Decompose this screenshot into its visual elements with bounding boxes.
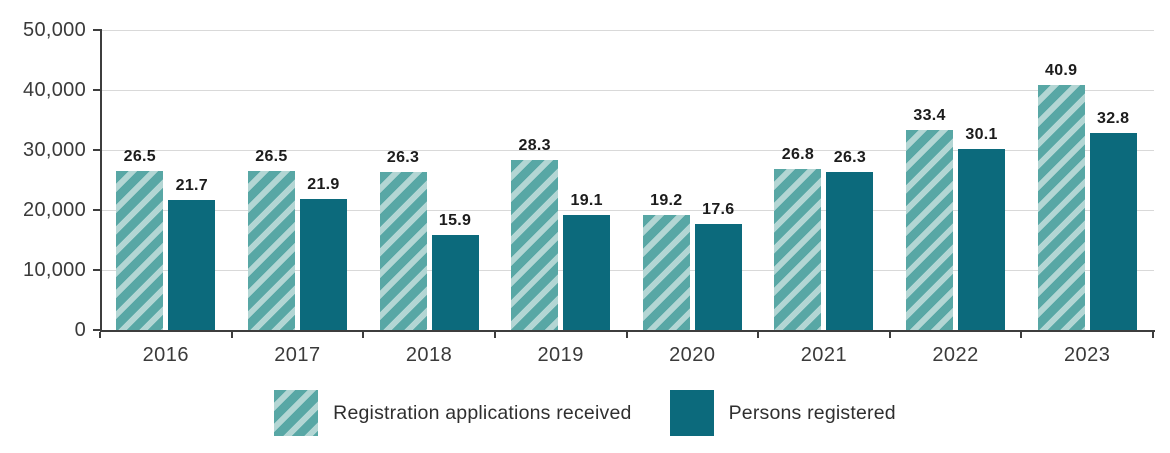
x-axis-tick xyxy=(625,332,628,338)
bar-value-label: 15.9 xyxy=(438,211,472,229)
bar-value-label: 26.3 xyxy=(386,149,420,167)
bar-registered-2020 xyxy=(694,224,742,330)
x-axis-category-label: 2022 xyxy=(932,344,979,366)
x-axis-category-label: 2018 xyxy=(405,344,453,366)
x-axis-tick xyxy=(362,332,365,338)
bar-value-label: 19.1 xyxy=(570,192,603,210)
x-axis-line xyxy=(100,330,1155,332)
legend-item-registration-applications-received: Registration applications received xyxy=(274,390,631,436)
y-axis-tick xyxy=(93,149,100,151)
y-axis-tick-label: 0 xyxy=(74,319,86,341)
bar-registered-2022 xyxy=(958,149,1006,330)
bar-applications-2016 xyxy=(116,171,164,330)
legend-swatch-hatched xyxy=(274,390,319,436)
y-axis-tick-label: 30,000 xyxy=(23,139,86,161)
x-axis-tick xyxy=(888,332,891,338)
bar-value-label: 30.1 xyxy=(965,126,998,144)
gridline xyxy=(100,209,1154,211)
bar-applications-2021 xyxy=(774,169,822,330)
bar-applications-2022 xyxy=(906,129,954,330)
y-axis-tick-label: 10,000 xyxy=(23,259,86,281)
gridline xyxy=(100,89,1154,91)
bar-registered-2023 xyxy=(1089,133,1137,330)
bar-registered-2021 xyxy=(826,172,874,330)
bar-registered-2017 xyxy=(299,198,347,330)
x-axis-tick xyxy=(99,332,101,338)
bar-registered-2019 xyxy=(563,215,611,330)
bar-value-label: 26.8 xyxy=(781,146,815,164)
bar-value-label: 26.5 xyxy=(255,148,288,165)
bar-value-label: 26.3 xyxy=(833,149,867,167)
gridline xyxy=(100,269,1154,271)
x-axis-tick xyxy=(757,332,760,338)
bar-value-label: 32.8 xyxy=(1097,110,1130,128)
x-axis-tick xyxy=(230,332,233,338)
bar-value-label: 28.3 xyxy=(518,137,551,155)
y-axis-tick-label: 20,000 xyxy=(23,199,86,221)
bar-applications-2017 xyxy=(247,171,295,330)
gridline xyxy=(100,149,1154,151)
bar-applications-2020 xyxy=(642,214,690,330)
legend-item-persons-registered: Persons registered xyxy=(669,390,896,436)
bar-value-label: 17.6 xyxy=(702,201,735,219)
y-axis-tick xyxy=(93,269,100,271)
bar-registered-2018 xyxy=(431,234,479,330)
bar-value-label: 26.5 xyxy=(123,148,156,165)
y-axis-line xyxy=(100,29,102,332)
y-axis-tick-label: 50,000 xyxy=(23,19,86,41)
bar-registered-2016 xyxy=(168,199,216,330)
bar-applications-2019 xyxy=(511,160,559,330)
x-axis-category-label: 2020 xyxy=(669,344,716,366)
y-axis-tick xyxy=(93,329,100,331)
x-axis-category-label: 2016 xyxy=(142,344,190,366)
x-axis-tick xyxy=(493,332,496,338)
x-axis-tick xyxy=(1152,332,1154,338)
legend-label: Registration applications received xyxy=(333,401,632,424)
bar-applications-2018 xyxy=(379,172,427,330)
y-axis-tick xyxy=(93,29,100,31)
x-axis-category-label: 2017 xyxy=(274,344,321,366)
bar-value-label: 33.4 xyxy=(913,106,946,124)
y-axis-tick-label: 40,000 xyxy=(23,79,86,101)
bar-value-label: 21.9 xyxy=(307,175,340,193)
legend-label: Persons registered xyxy=(728,401,896,424)
x-axis-tick xyxy=(1020,332,1023,338)
y-axis-tick xyxy=(93,209,100,211)
y-axis-tick xyxy=(93,89,100,91)
gridline xyxy=(100,29,1154,31)
x-axis-category-label: 2021 xyxy=(800,344,848,366)
bar-value-label: 19.2 xyxy=(650,191,683,209)
bar-value-label: 21.7 xyxy=(175,176,208,194)
legend-swatch-solid xyxy=(669,390,714,436)
x-axis-category-label: 2023 xyxy=(1063,344,1111,366)
x-axis-category-label: 2019 xyxy=(537,344,584,366)
bar-applications-2023 xyxy=(1037,84,1085,330)
legend: Registration applications received Perso… xyxy=(0,389,1170,437)
bar-value-label: 40.9 xyxy=(1045,61,1078,79)
